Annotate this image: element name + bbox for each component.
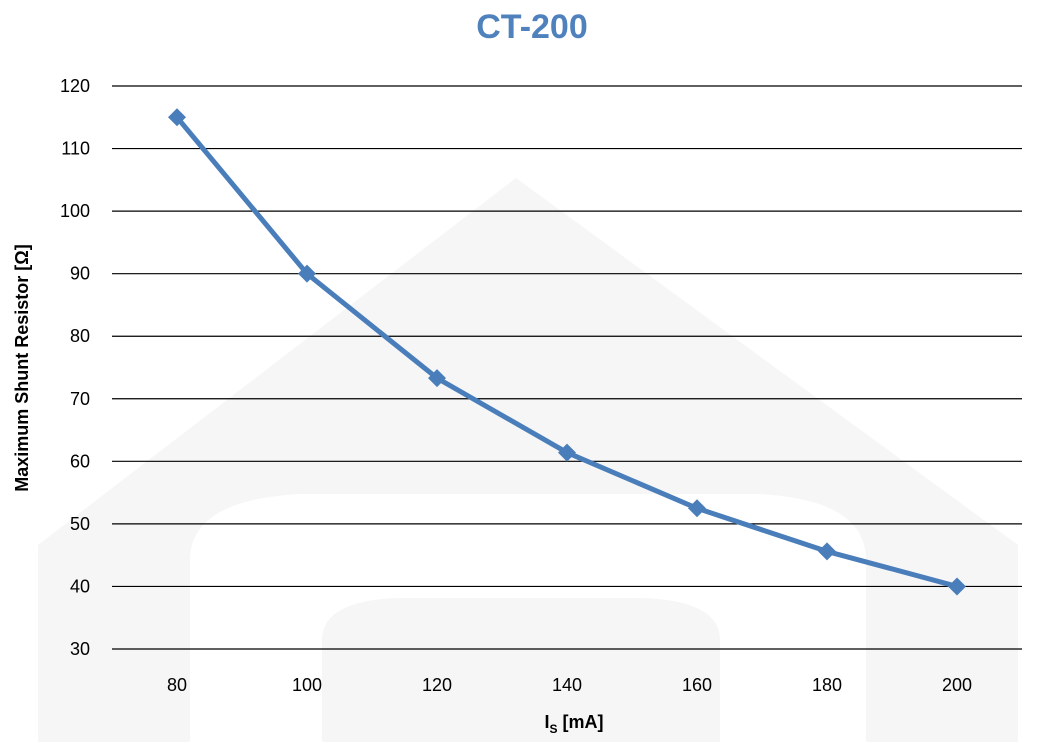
series-markers bbox=[168, 108, 966, 596]
y-tick-label: 120 bbox=[60, 76, 90, 96]
x-tick-labels: 80 100 120 140 160 180 200 bbox=[167, 675, 972, 695]
x-axis-label-main: I bbox=[544, 712, 549, 732]
y-axis-label: Maximum Shunt Resistor [Ω] bbox=[12, 244, 32, 491]
x-tick-label: 180 bbox=[812, 675, 842, 695]
y-tick-label: 110 bbox=[61, 139, 90, 159]
y-tick-label: 80 bbox=[70, 326, 90, 346]
y-tick-label: 50 bbox=[70, 514, 90, 534]
y-tick-labels: 30 40 50 60 70 80 90 100 110 120 bbox=[60, 76, 90, 659]
y-tick-label: 30 bbox=[70, 639, 90, 659]
x-axis-label-unit: [mA] bbox=[558, 712, 604, 732]
x-tick-label: 140 bbox=[552, 675, 582, 695]
data-point-marker bbox=[688, 499, 706, 518]
y-tick-label: 70 bbox=[70, 389, 90, 409]
x-axis-label: IS [mA] bbox=[544, 712, 603, 736]
watermark-logo bbox=[38, 178, 1018, 742]
y-tick-label: 90 bbox=[70, 264, 90, 284]
x-tick-label: 120 bbox=[422, 675, 452, 695]
x-tick-label: 160 bbox=[682, 675, 712, 695]
data-point-marker bbox=[298, 264, 316, 283]
x-axis-label-subscript: S bbox=[550, 722, 558, 736]
watermark-arch-inner bbox=[322, 598, 720, 742]
data-point-marker bbox=[558, 443, 576, 462]
data-point-marker bbox=[168, 108, 186, 127]
data-point-marker bbox=[818, 542, 836, 561]
x-tick-label: 100 bbox=[292, 675, 322, 695]
y-tick-label: 40 bbox=[70, 576, 90, 596]
x-tick-label: 200 bbox=[942, 675, 972, 695]
y-tick-label: 60 bbox=[70, 451, 90, 471]
chart-title: CT-200 bbox=[476, 8, 588, 46]
data-point-marker bbox=[948, 577, 966, 596]
data-point-marker bbox=[428, 369, 446, 388]
y-tick-label: 100 bbox=[60, 201, 90, 221]
x-tick-label: 80 bbox=[167, 675, 187, 695]
